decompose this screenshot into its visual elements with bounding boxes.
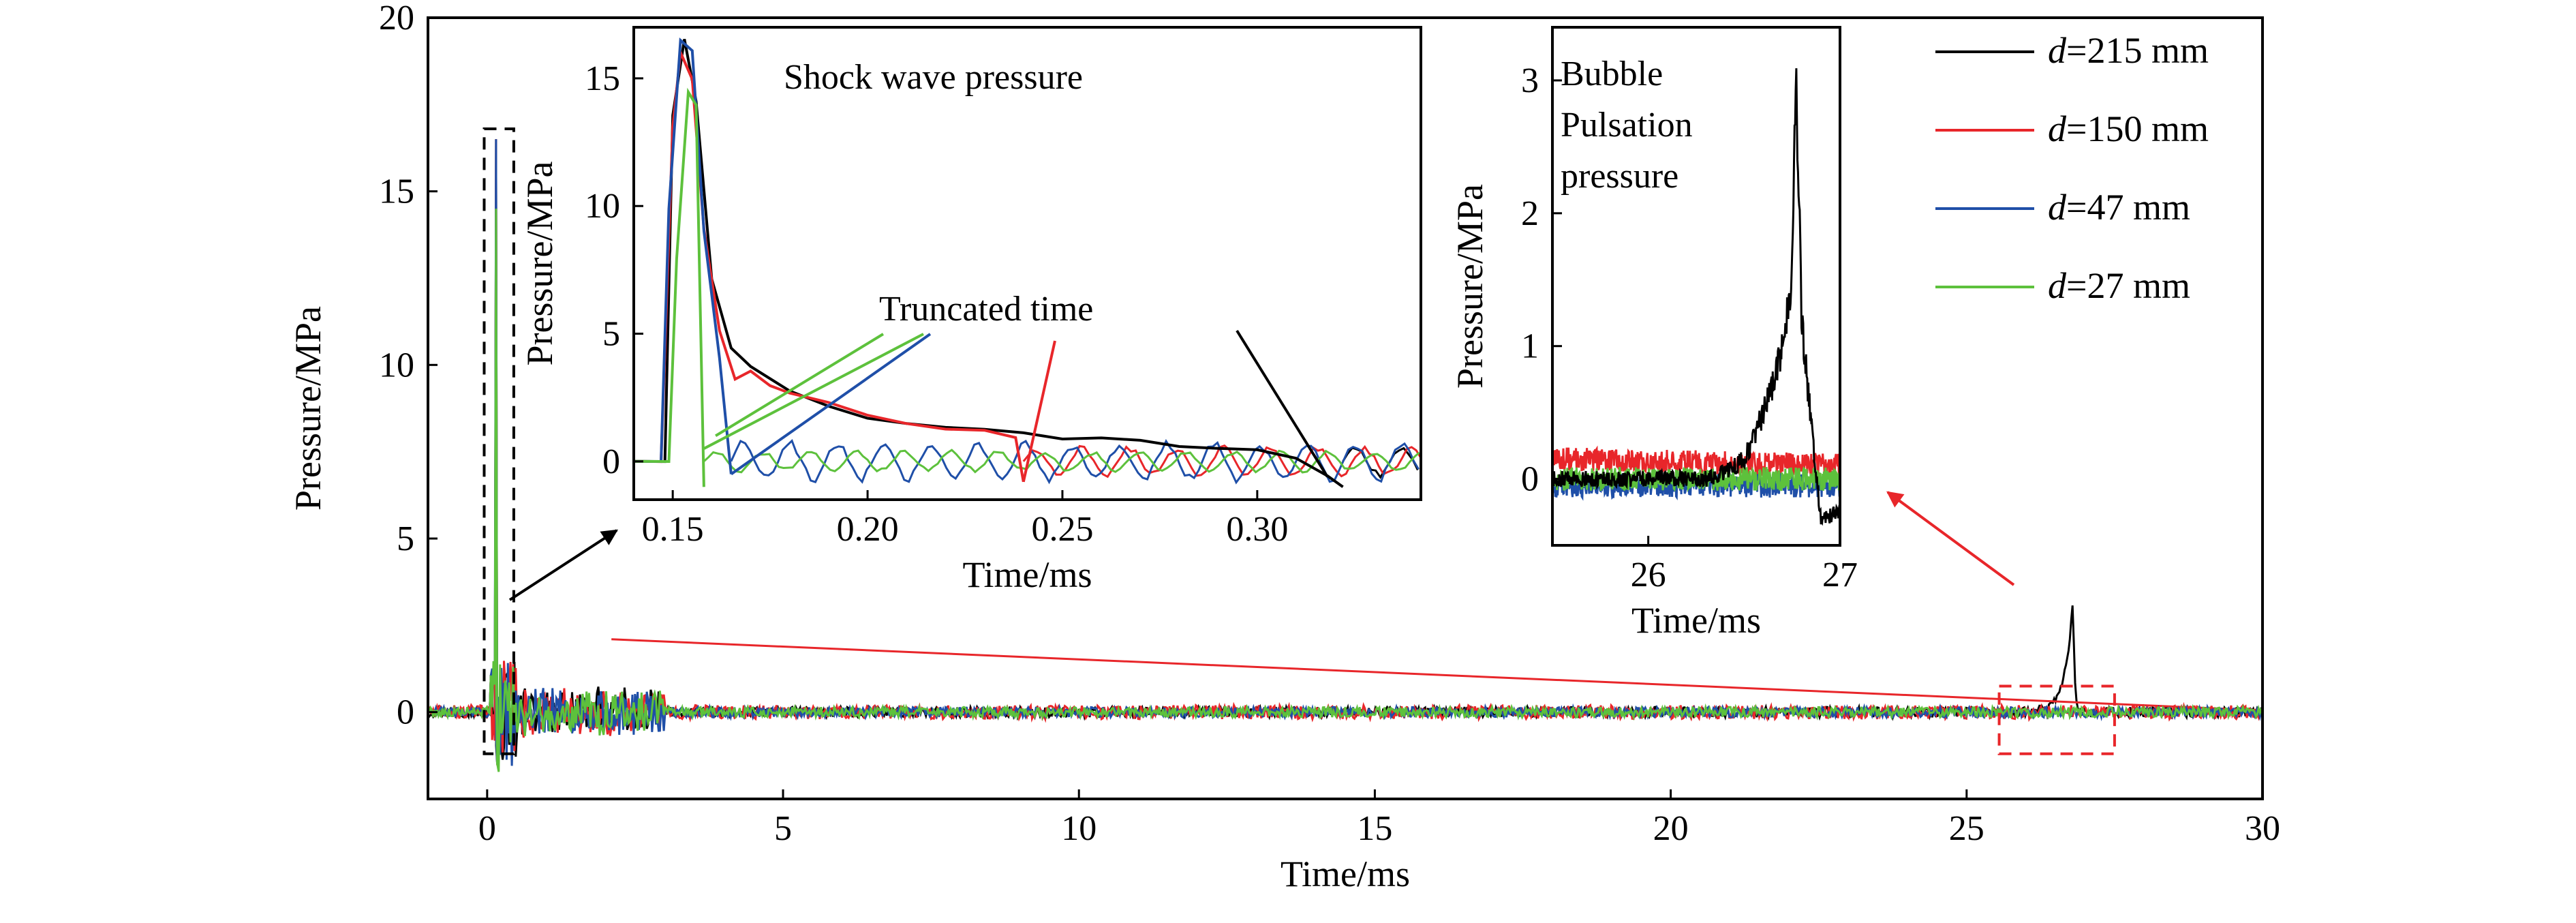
legend-label: d=27 mm bbox=[2048, 265, 2190, 306]
legend-label-variable: d bbox=[2048, 265, 2067, 306]
main-xtick-label: 20 bbox=[1653, 809, 1689, 848]
legend-label: d=215 mm bbox=[2048, 30, 2209, 71]
truncated-time-leader bbox=[703, 333, 924, 450]
main-xtick-label: 10 bbox=[1061, 809, 1097, 848]
main-ytick-label: 5 bbox=[397, 519, 414, 558]
main-ytick-label: 0 bbox=[397, 693, 414, 732]
inset-bubble-ytick-label: 3 bbox=[1521, 61, 1539, 100]
main-xtick-label: 25 bbox=[1949, 809, 1984, 848]
inset-shock-series-line bbox=[634, 87, 705, 487]
inset-shock-ytick-label: 0 bbox=[602, 442, 620, 481]
main-ytick-label: 20 bbox=[379, 0, 414, 37]
truncated-time-leader bbox=[1236, 329, 1329, 478]
inset-shock-frame bbox=[632, 26, 1422, 501]
zoom-boxes bbox=[482, 127, 2116, 755]
inset-bubble-xtick-label: 27 bbox=[1822, 556, 1858, 594]
truncated-time-label: Truncated time bbox=[879, 290, 1093, 329]
main-x-axis-title: Time/ms bbox=[1281, 853, 1410, 894]
inset-shock-xtick-label: 0.15 bbox=[642, 510, 704, 549]
inset-shock-xtick-label: 0.20 bbox=[837, 510, 899, 549]
main-ytick-label: 15 bbox=[379, 172, 414, 211]
truncated-time-leader bbox=[730, 333, 932, 476]
main-frame bbox=[427, 16, 2264, 800]
truncated-time-leader bbox=[715, 333, 885, 438]
legend-label-variable: d bbox=[2048, 108, 2067, 149]
shock-zoom-arrow bbox=[508, 529, 619, 601]
inset-bubble-y-axis-title: Pressure/MPa bbox=[1450, 184, 1490, 389]
shock-zoom-box bbox=[482, 127, 515, 755]
inset-shock-ytick-label: 5 bbox=[602, 315, 620, 354]
main-xtick-label: 30 bbox=[2245, 809, 2280, 848]
inset-shock-series-group bbox=[634, 37, 1421, 488]
inset-bubble-ytick-label: 1 bbox=[1521, 327, 1539, 366]
legend: d=215 mmd=150 mmd=47 mmd=27 mm bbox=[1935, 30, 2209, 306]
inset-bubble-frame bbox=[1551, 26, 1841, 547]
inset-shock-ytick-label: 10 bbox=[585, 187, 620, 226]
inset-shock-x-axis-title: Time/ms bbox=[962, 554, 1092, 595]
main-y-axis-title: Pressure/MPa bbox=[288, 306, 328, 511]
inset-shock-y-axis-title: Pressure/MPa bbox=[519, 161, 560, 365]
inset-shock-title: Shock wave pressure bbox=[784, 58, 1083, 97]
legend-label-variable: d bbox=[2048, 187, 2067, 228]
legend-label-value: =47 mm bbox=[2066, 187, 2190, 228]
legend-label: d=150 mm bbox=[2048, 108, 2209, 149]
inset-bubble-x-axis-title: Time/ms bbox=[1631, 600, 1761, 641]
inset-shock-wave: 0.15 0.20 0.25 0.30 0 5 10 15 Time/ms Pressure/MP… bbox=[519, 26, 1422, 595]
inset-shock-series-line bbox=[634, 37, 733, 474]
main-xtick-label: 5 bbox=[774, 809, 792, 848]
main-xtick-label: 0 bbox=[478, 809, 496, 848]
main-series-group bbox=[428, 139, 2263, 772]
inset-bubble-ytick-label: 2 bbox=[1521, 194, 1539, 233]
inset-bubble-title-line: pressure bbox=[1561, 157, 1678, 196]
legend-label: d=47 mm bbox=[2048, 187, 2190, 228]
bubble-zoom-arrow bbox=[1886, 491, 2015, 586]
inset-bubble-series-line bbox=[1552, 68, 1840, 526]
inset-bubble-title-line: Pulsation bbox=[1561, 106, 1693, 145]
inset-bubble-title-line: Bubble bbox=[1561, 55, 1663, 93]
inset-bubble-ytick-label: 0 bbox=[1521, 460, 1539, 499]
legend-label-value: =150 mm bbox=[2066, 108, 2209, 149]
inset-shock-ytick-label: 15 bbox=[585, 59, 620, 98]
main-xtick-label: 15 bbox=[1357, 809, 1392, 848]
inset-bubble-pulsation: 26 27 0 1 2 3 Time/ms Pressure/MPa Bubble Pulsati… bbox=[1450, 26, 1858, 641]
legend-label-variable: d bbox=[2048, 30, 2067, 71]
inset-shock-bg bbox=[634, 27, 1421, 500]
legend-label-value: =215 mm bbox=[2066, 30, 2209, 71]
inset-bubble-series-line bbox=[1552, 445, 1840, 480]
main-ytick-label: 10 bbox=[379, 346, 414, 384]
truncated-time-leader bbox=[1022, 340, 1056, 483]
legend-label-value: =27 mm bbox=[2066, 265, 2190, 306]
inset-shock-xtick-label: 0.25 bbox=[1031, 510, 1093, 549]
inset-bubble-series-group bbox=[1552, 68, 1840, 526]
bubble-zoom-box bbox=[1997, 684, 2116, 755]
inset-shock-xtick-label: 0.30 bbox=[1226, 510, 1288, 549]
main-series-line bbox=[428, 209, 2263, 772]
inset-shock-tail-line bbox=[703, 449, 1420, 474]
inset-shock-tail-line bbox=[730, 438, 1420, 485]
inset-bubble-xtick-label: 26 bbox=[1631, 556, 1666, 594]
